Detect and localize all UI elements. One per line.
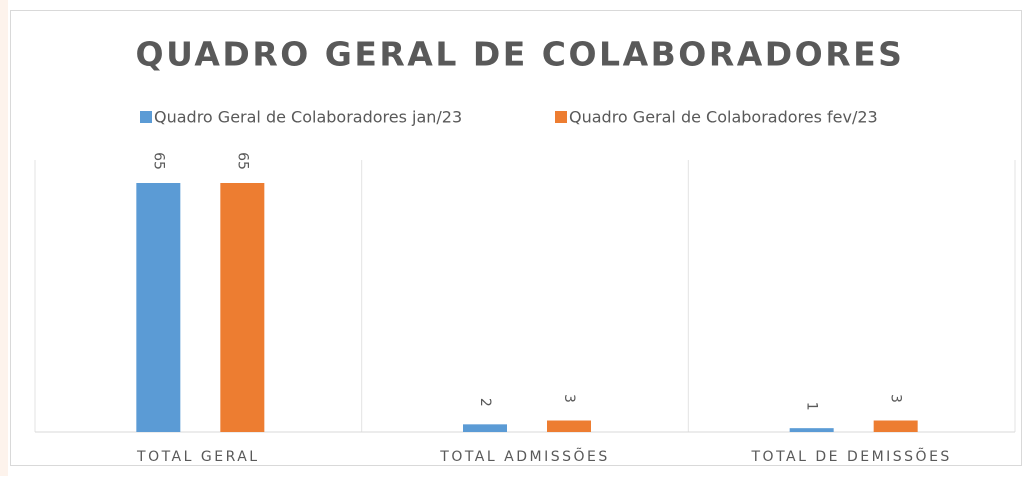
legend-label: Quadro Geral de Colaboradores fev/23: [569, 108, 878, 127]
bar: [463, 424, 507, 432]
legend-label: Quadro Geral de Colaboradores jan/23: [154, 108, 462, 127]
bar: [789, 428, 834, 432]
legend-swatch: [140, 111, 152, 123]
bar: [873, 420, 918, 432]
data-label: 1: [804, 402, 820, 411]
bar: [220, 183, 265, 432]
data-label: 3: [561, 394, 577, 403]
data-label: 2: [477, 398, 493, 407]
data-label: 3: [888, 394, 904, 403]
bar: [136, 183, 181, 432]
chart-title: QUADRO GERAL DE COLABORADORES: [136, 35, 905, 74]
bar: [547, 420, 591, 432]
x-tick-label: TOTAL GERAL: [136, 449, 260, 465]
edge-tint: [0, 0, 8, 476]
data-label: 65: [234, 152, 250, 170]
x-tick-label: TOTAL ADMISSÕES: [439, 448, 609, 465]
legend-swatch: [555, 111, 567, 123]
data-label: 65: [150, 152, 166, 170]
x-tick-label: TOTAL DE DEMISSÕES: [751, 448, 952, 465]
